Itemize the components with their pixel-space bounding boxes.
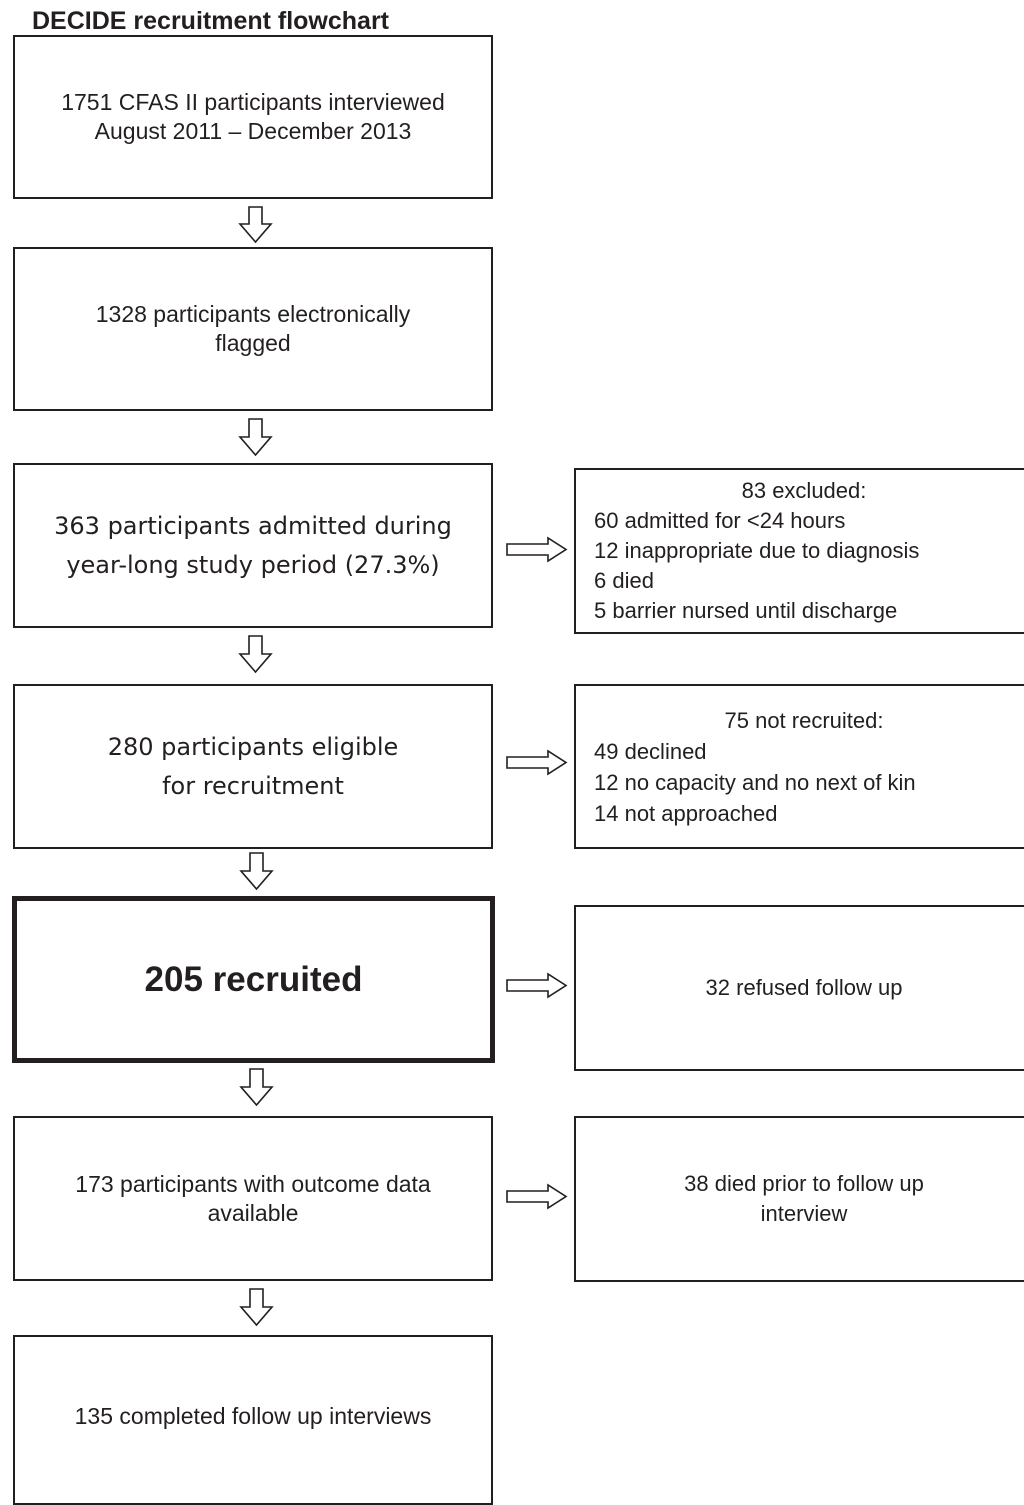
box-admitted-line-2: year-long study period (27.3%) [66,550,440,579]
box-outcome-data: 173 participants with outcome data avail… [13,1116,493,1281]
box-excluded: 83 excluded: 60 admitted for <24 hours 1… [574,468,1024,634]
box-not-recruited-item: 49 declined [594,738,707,764]
box-not-recruited: 75 not recruited: 49 declined 12 no capa… [574,684,1024,849]
down-arrow-6 [239,1288,274,1327]
box-interviewed-line-2: August 2011 – December 2013 [94,118,412,144]
box-eligible-line-2: for recruitment [162,771,344,800]
down-arrow-5 [239,1068,274,1107]
box-eligible: 280 participants eligible for recruitmen… [13,684,493,849]
box-died-prior-line-2: interview [760,1201,848,1226]
box-flagged-line-2: flagged [215,330,291,356]
down-arrow-3 [238,635,273,674]
box-not-recruited-item: 14 not approached [594,800,778,826]
box-flagged: 1328 participants electronically flagged [13,247,493,411]
box-excluded-item: 12 inappropriate due to diagnosis [594,538,920,563]
box-died-prior-line-1: 38 died prior to follow up [684,1171,924,1196]
box-completed-line-1: 135 completed follow up interviews [74,1402,432,1429]
down-arrow-1 [238,206,273,244]
box-excluded-header: 83 excluded: [741,478,867,503]
box-eligible-line-1: 280 participants eligible [107,732,399,761]
box-completed: 135 completed follow up interviews [13,1335,493,1505]
box-excluded-item: 6 died [594,568,654,593]
box-outcome-data-line-1: 173 participants with outcome data [75,1170,431,1197]
right-arrow-1 [506,536,568,563]
box-interviewed: 1751 CFAS II participants interviewed Au… [13,35,493,199]
down-arrow-4 [239,852,274,891]
box-excluded-item: 5 barrier nursed until discharge [594,598,898,623]
right-arrow-3 [506,972,568,999]
box-flagged-line-1: 1328 participants electronically [95,301,411,327]
box-outcome-data-line-2: available [207,1199,299,1226]
box-died-prior: 38 died prior to follow up interview [574,1116,1024,1282]
box-refused-follow-up-line-1: 32 refused follow up [705,975,903,1000]
box-admitted-line-1: 363 participants admitted during [54,511,452,540]
box-not-recruited-item: 12 no capacity and no next of kin [594,769,916,795]
right-arrow-2 [506,749,568,776]
box-refused-follow-up: 32 refused follow up [574,905,1024,1071]
box-interviewed-line-1: 1751 CFAS II participants interviewed [61,89,445,115]
chart-title: DECIDE recruitment flowchart [32,7,390,35]
box-admitted: 363 participants admitted during year-lo… [13,463,493,628]
box-excluded-item: 60 admitted for <24 hours [594,508,846,533]
box-recruited: 205 recruited [12,896,495,1063]
down-arrow-2 [238,418,273,457]
right-arrow-4 [506,1183,568,1210]
box-recruited-line-1: 205 recruited [144,959,363,999]
box-not-recruited-header: 75 not recruited: [724,707,884,733]
